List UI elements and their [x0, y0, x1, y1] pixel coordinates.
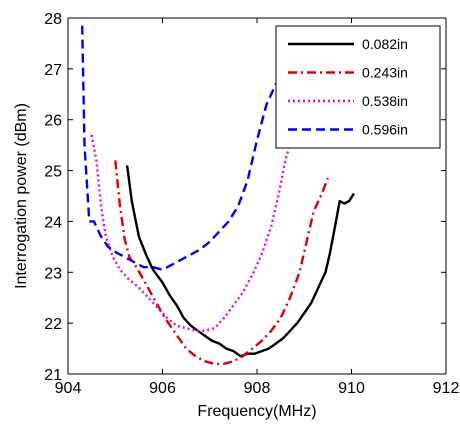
y-tick-label: 22 — [44, 316, 62, 333]
legend: 0.082in 0.243in 0.538in 0.596in — [275, 25, 441, 149]
x-tick-label: 904 — [55, 380, 82, 397]
legend-label: 0.596in — [362, 122, 408, 138]
x-tick-label: 910 — [338, 380, 365, 397]
y-tick-label: 25 — [44, 164, 62, 181]
series-line — [81, 25, 282, 271]
x-tick-label: 906 — [149, 380, 176, 397]
x-tick-label: 912 — [433, 380, 460, 397]
tick-layer: 904 906 908 910 912 21 22 23 24 25 26 27 28 — [44, 11, 459, 397]
x-tick-label: 908 — [244, 380, 271, 397]
x-axis-label: Frequency(MHz) — [197, 403, 316, 420]
y-tick-label: 27 — [44, 62, 62, 79]
legend-box — [275, 25, 441, 149]
y-tick-label: 21 — [44, 367, 62, 384]
legend-label: 0.538in — [362, 93, 408, 109]
legend-label: 0.082in — [362, 36, 408, 52]
y-tick-label: 24 — [44, 214, 62, 231]
y-axis-label: Interrogation power (dBm) — [13, 103, 30, 289]
y-tick-label: 26 — [44, 113, 62, 130]
series-line — [90, 134, 294, 332]
y-tick-label: 23 — [44, 265, 62, 282]
series-layer — [81, 25, 355, 365]
series-line — [114, 160, 330, 365]
y-tick-label: 28 — [44, 11, 62, 28]
legend-label: 0.243in — [362, 65, 408, 81]
